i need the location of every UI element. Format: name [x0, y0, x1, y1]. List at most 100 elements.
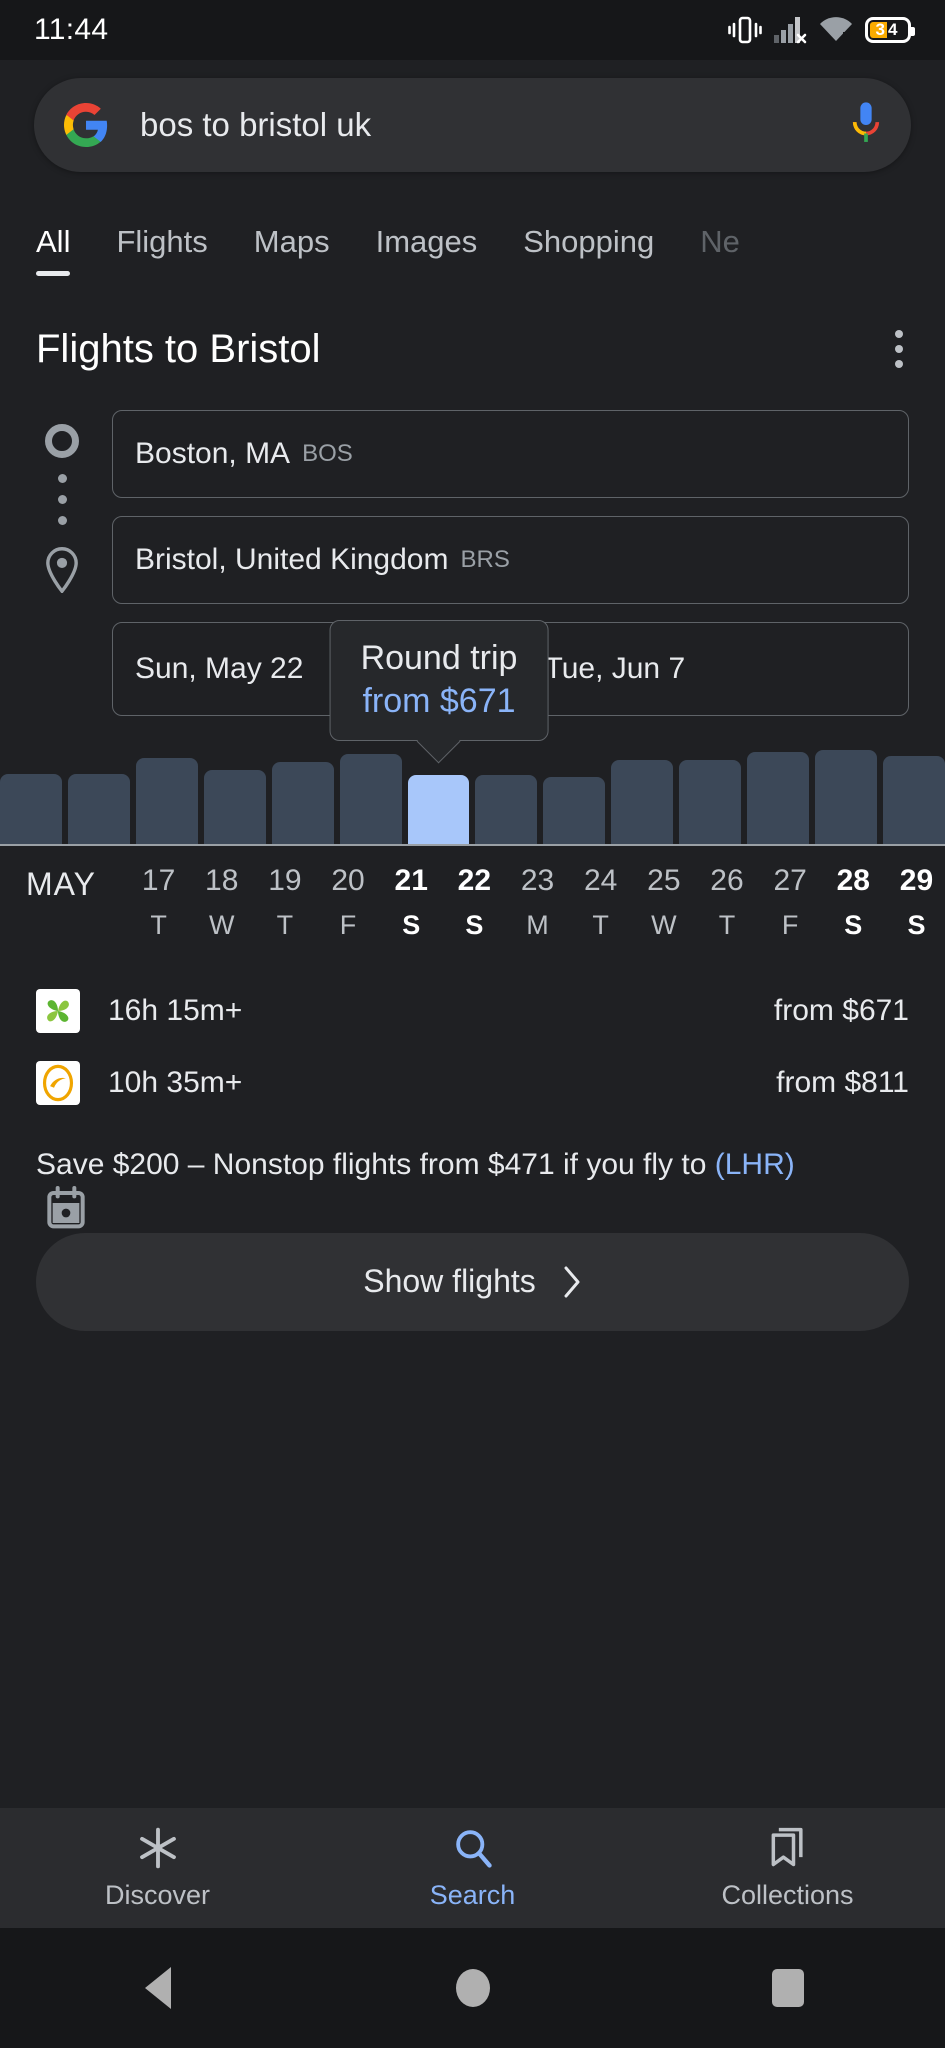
destination-code: BRS — [460, 546, 510, 573]
axis-day-letter: F — [339, 910, 357, 940]
search-tabs[interactable]: All Flights Maps Images Shopping Ne — [0, 196, 945, 276]
price-bar[interactable] — [339, 753, 402, 844]
axis-day-number: 28 — [836, 864, 870, 897]
price-bar[interactable] — [747, 751, 810, 844]
battery-level: 34 — [875, 20, 901, 39]
axis-day-letter: W — [208, 910, 235, 940]
axis-day[interactable]: 22 S — [446, 864, 503, 941]
airline-duration: 10h 35m+ — [108, 1066, 243, 1099]
destination-pin-icon — [46, 547, 78, 593]
axis-day-number: 26 — [710, 864, 744, 897]
axis-day-number: 22 — [457, 864, 492, 897]
tab-label: Images — [375, 224, 478, 259]
price-bar[interactable] — [611, 759, 674, 844]
tab-shopping[interactable]: Shopping — [523, 224, 678, 276]
back-triangle-icon — [144, 1967, 171, 2009]
nav-item-discover[interactable]: Discover — [0, 1826, 315, 1911]
route-icon-column — [42, 424, 82, 593]
calendar-icon — [47, 1186, 85, 1229]
axis-day-labels[interactable]: 17 T 18 W 19 T 20 F 21 S 22 S 23 M 24 T 25 W 26 T 27 F 28 S 29 S — [130, 864, 945, 941]
axis-day-number: 29 — [899, 864, 934, 897]
search-bar[interactable]: bos to bristol uk — [34, 78, 911, 172]
price-bar[interactable] — [882, 755, 945, 844]
axis-day-number: 24 — [583, 864, 618, 897]
axis-day[interactable]: 20 F — [319, 864, 376, 941]
vibrate-icon — [728, 16, 762, 44]
airline-row[interactable]: 16h 15m+ from $671 — [36, 975, 909, 1047]
google-g-logo — [63, 103, 108, 147]
price-tooltip: Round trip from $671 — [329, 620, 549, 741]
airline-duration: 16h 15m+ — [108, 994, 243, 1027]
alternate-airport-link[interactable]: (LHR) — [714, 1148, 795, 1181]
cell-signal-no-service-icon — [774, 17, 807, 44]
microphone-icon[interactable] — [849, 101, 883, 149]
axis-day-number: 27 — [773, 864, 807, 897]
tooltip-price: from $671 — [362, 681, 516, 720]
bottom-navigation-bar: Discover Search Collections — [0, 1808, 945, 1928]
recents-square-icon — [771, 1969, 804, 2007]
price-bar[interactable] — [0, 773, 62, 844]
tab-label: Shopping — [523, 224, 655, 259]
price-bar[interactable] — [475, 775, 538, 844]
axis-day-letter: T — [718, 910, 736, 940]
lufthansa-crane-icon — [36, 1061, 80, 1105]
axis-day-letter: T — [276, 910, 294, 940]
status-time: 11:44 — [34, 13, 109, 46]
axis-day[interactable]: 19 T — [256, 864, 313, 941]
axis-day-number: 18 — [205, 864, 239, 897]
discover-asterisk-icon — [139, 1827, 176, 1868]
price-bar[interactable] — [679, 759, 742, 844]
nav-label: Collections — [721, 1879, 854, 1910]
recents-button[interactable] — [630, 1969, 945, 2007]
return-date-field[interactable]: Tue, Jun 7 — [521, 622, 909, 716]
price-bars[interactable] — [0, 750, 945, 846]
price-bar[interactable] — [135, 757, 198, 844]
tab-label: Ne — [700, 224, 740, 259]
price-bar[interactable] — [271, 761, 334, 844]
axis-day[interactable]: 21 S — [383, 864, 440, 941]
axis-day-letter: S — [907, 910, 926, 940]
depart-date-field[interactable]: Sun, May 22 — [112, 622, 500, 716]
destination-field[interactable]: Bristol, United Kingdom BRS — [112, 516, 909, 604]
axis-day[interactable]: 27 F — [762, 864, 819, 941]
axis-day[interactable]: 25 W — [635, 864, 692, 941]
axis-day[interactable]: 23 M — [509, 864, 566, 941]
status-bar: 11:44 34 — [0, 0, 945, 60]
price-bar[interactable] — [543, 777, 606, 844]
home-button[interactable] — [315, 1969, 630, 2007]
price-bar[interactable] — [203, 769, 266, 844]
tab-images[interactable]: Images — [376, 224, 502, 276]
axis-day-letter: T — [150, 910, 167, 940]
airline-price: from $671 — [773, 994, 909, 1027]
search-input[interactable]: bos to bristol uk — [140, 106, 372, 143]
airline-row[interactable]: 10h 35m+ from $811 — [36, 1047, 909, 1119]
back-button[interactable] — [0, 1967, 315, 2009]
flights-card: Flights to Bristol Boston, MA BOS Bristo… — [0, 276, 945, 1331]
tab-news[interactable]: Ne — [700, 224, 764, 276]
price-bar[interactable] — [407, 775, 470, 844]
tab-maps[interactable]: Maps — [254, 224, 354, 276]
axis-day[interactable]: 28 S — [825, 864, 882, 941]
show-flights-button[interactable]: Show flights — [36, 1232, 909, 1331]
axis-day[interactable]: 26 T — [698, 864, 755, 941]
nav-item-search[interactable]: Search — [315, 1826, 630, 1911]
show-flights-label: Show flights — [363, 1263, 536, 1299]
axis-day[interactable]: 29 S — [888, 864, 945, 941]
tooltip-trip-type: Round trip — [360, 639, 518, 677]
axis-day[interactable]: 24 T — [572, 864, 629, 941]
axis-day[interactable]: 17 T — [130, 864, 187, 941]
kebab-menu-icon[interactable] — [881, 322, 909, 376]
price-bar[interactable] — [67, 773, 130, 844]
nav-item-collections[interactable]: Collections — [630, 1826, 945, 1911]
axis-day[interactable]: 18 W — [193, 864, 250, 941]
origin-ring-icon — [45, 424, 79, 458]
status-icon-group: 34 — [728, 15, 915, 45]
axis-day-letter: S — [465, 910, 484, 940]
price-bar[interactable] — [815, 750, 877, 844]
origin-field[interactable]: Boston, MA BOS — [112, 410, 909, 498]
aer-lingus-shamrock-icon — [36, 989, 80, 1033]
tab-flights[interactable]: Flights — [116, 224, 231, 276]
tab-all[interactable]: All — [36, 224, 71, 276]
battery-icon: 34 — [865, 17, 915, 43]
chevron-right-icon — [564, 1266, 580, 1297]
